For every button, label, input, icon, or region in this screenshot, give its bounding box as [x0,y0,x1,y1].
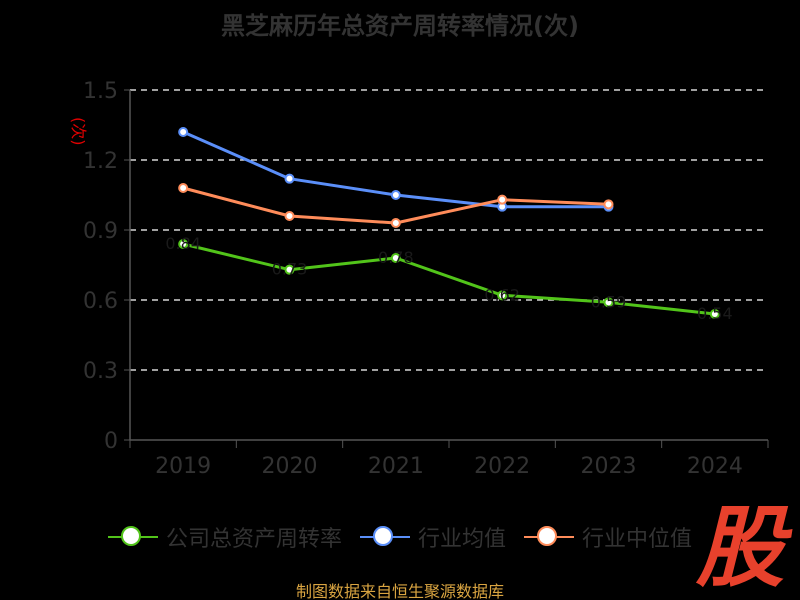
gridlines [130,89,768,371]
legend-item-1[interactable]: 公司总资产周转率 [107,521,342,553]
chart-title: 黑芝麻历年总资产周转率情况(次) [221,12,579,40]
y-tick-label: 0.9 [83,219,118,244]
legend-swatch [524,525,574,549]
y-tick-label: 1.2 [83,149,118,174]
data-point [178,127,189,137]
x-tick-label: 2023 [581,454,637,479]
y-tick-label: 0.3 [83,359,118,384]
brand-stamp: 股 [695,496,784,599]
data-point [390,190,401,200]
x-tick-label: 2019 [155,454,211,479]
chart-legend: 公司总资产周转率 行业均值 行业中位值 [0,518,800,556]
data-point [178,239,189,249]
series-2 [178,127,614,212]
data-point [497,194,508,205]
data-point [284,264,295,275]
x-tick-label: 2020 [262,454,318,479]
y-tick-labels: 0 0.3 0.6 0.9 1.2 1.5 [83,79,130,454]
data-label: 0.54 [697,304,733,323]
y-tick-label: 1.5 [83,79,118,104]
legend-label: 行业中位值 [582,527,693,552]
legend-label: 公司总资产周转率 [165,527,342,552]
x-tick-label: 2022 [474,454,530,479]
legend-swatch-marker [372,526,393,546]
legend-item-3[interactable]: 行业中位值 [524,521,692,553]
series-line [181,242,717,316]
series-1: 0.84 0.73 0.78 0.62 0.59 0.54 [165,234,732,323]
data-source-note: 制图数据来自恒生聚源数据库 [295,582,504,600]
legend-swatch [107,525,158,549]
data-point [178,183,189,193]
legend-item-2[interactable]: 行业均值 [359,521,506,553]
x-tick-labels: 2019 2020 2021 2022 2023 2024 [129,440,769,479]
legend-swatch-marker [120,526,141,546]
data-label: 0.84 [165,234,201,253]
data-label: 0.62 [484,285,520,304]
x-tick-label: 2021 [368,454,424,479]
data-point [284,173,295,184]
data-label: 0.59 [591,292,627,311]
data-point [709,309,720,319]
data-point [603,297,614,308]
data-point [390,218,401,228]
legend-swatch [359,525,410,549]
legend-swatch-marker [537,526,557,546]
y-tick-label: 0 [104,429,118,454]
series-3 [178,183,614,228]
data-label: 0.73 [272,260,308,279]
legend-label: 行业均值 [417,527,506,552]
y-tick-label: 0.6 [83,289,118,314]
data-point [603,199,614,210]
data-point [390,253,401,263]
data-point [497,290,508,301]
data-label: 0.78 [378,248,414,267]
x-tick-label: 2024 [687,454,743,479]
data-point [284,211,295,221]
